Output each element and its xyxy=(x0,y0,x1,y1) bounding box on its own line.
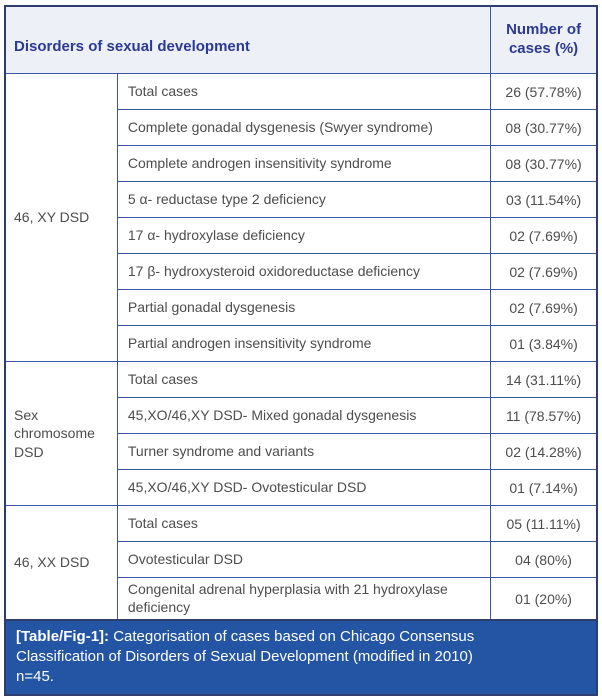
caption-label: [Table/Fig-1]: xyxy=(16,628,110,645)
row-label: 5 α- reductase type 2 deficiency xyxy=(116,181,492,218)
row-label: Total cases xyxy=(116,361,492,398)
table-row: Partial gonadal dysgenesis 02 (7.69%) xyxy=(5,289,598,326)
table-row: Sex chromosome DSD Total cases 14 (31.11… xyxy=(4,361,598,506)
group-cell-46-xy-dsd: 46, XY DSD xyxy=(4,73,118,362)
row-label: Partial androgen insensitivity syndrome xyxy=(116,325,492,362)
row-label: 17 β- hydroxysteroid oxidoreductase defi… xyxy=(116,253,492,290)
row-label: Ovotesticular DSD xyxy=(116,541,492,578)
column-header-number-of-cases: Number of cases (%) xyxy=(490,5,598,74)
row-label: Complete androgen insensitivity syndrome xyxy=(116,145,492,182)
table-row: Ovotesticular DSD 04 (80%) xyxy=(5,541,598,578)
row-value: 08 (30.77%) xyxy=(490,109,598,146)
row-label: Turner syndrome and variants xyxy=(116,433,492,470)
row-value: 26 (57.78%) xyxy=(490,73,598,110)
table-row: 46, XX DSD Total cases 05 (11.11%) xyxy=(4,505,598,621)
figure-caption: [Table/Fig-1]: Categorisation of cases b… xyxy=(4,621,598,696)
row-value: 01 (3.84%) xyxy=(490,325,598,362)
row-value: 04 (80%) xyxy=(490,541,598,578)
row-label: Complete gonadal dysgenesis (Swyer syndr… xyxy=(116,109,492,146)
table-row: 45,XO/46,XY DSD- Ovotesticular DSD 01 (7… xyxy=(5,469,598,506)
row-value: 01 (7.14%) xyxy=(490,469,598,506)
group-cell-sex-chromosome-dsd: Sex chromosome DSD xyxy=(4,361,118,506)
table-row: 5 α- reductase type 2 deficiency 03 (11.… xyxy=(5,181,598,218)
dsd-classification-table: Disorders of sexual development Number o… xyxy=(4,5,598,621)
row-value: 05 (11.11%) xyxy=(490,505,598,542)
row-label: 17 α- hydroxylase deficiency xyxy=(116,217,492,254)
row-value: 01 (20%) xyxy=(490,577,598,621)
row-value: 11 (78.57%) xyxy=(490,397,598,434)
table-row: 17 β- hydroxysteroid oxidoreductase defi… xyxy=(5,253,598,290)
table-row: 46, XY DSD Total cases 26 (57.78%) xyxy=(4,73,598,362)
row-value: 02 (14.28%) xyxy=(490,433,598,470)
row-value: 03 (11.54%) xyxy=(490,181,598,218)
table-header-row: Disorders of sexual development Number o… xyxy=(4,5,598,74)
row-label: Partial gonadal dysgenesis xyxy=(116,289,492,326)
row-label: 45,XO/46,XY DSD- Mixed gonadal dysgenesi… xyxy=(116,397,492,434)
row-label: Total cases xyxy=(116,505,492,542)
table-row: 45,XO/46,XY DSD- Mixed gonadal dysgenesi… xyxy=(5,397,598,434)
row-value: 02 (7.69%) xyxy=(490,289,598,326)
row-value: 02 (7.69%) xyxy=(490,253,598,290)
row-label: Congenital adrenal hyperplasia with 21 h… xyxy=(116,577,492,621)
table-fig-1: Disorders of sexual development Number o… xyxy=(4,5,598,696)
table-row: 17 α- hydroxylase deficiency 02 (7.69%) xyxy=(5,217,598,254)
row-value: 08 (30.77%) xyxy=(490,145,598,182)
table-row: Complete gonadal dysgenesis (Swyer syndr… xyxy=(5,109,598,146)
row-value: 14 (31.11%) xyxy=(490,361,598,398)
row-label: 45,XO/46,XY DSD- Ovotesticular DSD xyxy=(116,469,492,506)
row-label: Total cases xyxy=(116,73,492,110)
table-row: Partial androgen insensitivity syndrome … xyxy=(5,325,598,362)
row-value: 02 (7.69%) xyxy=(490,217,598,254)
table-title: Disorders of sexual development xyxy=(4,5,492,74)
group-cell-46-xx-dsd: 46, XX DSD xyxy=(4,505,118,621)
